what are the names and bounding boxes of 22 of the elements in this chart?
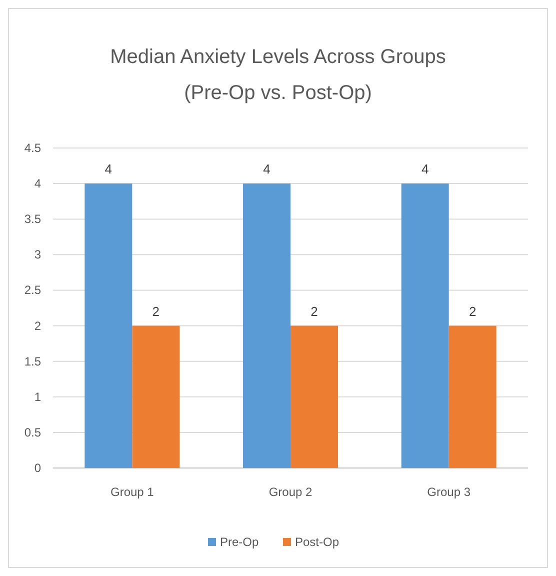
y-tick-label: 4: [34, 176, 42, 191]
data-label: 2: [468, 304, 476, 319]
y-tick-label: 3: [34, 248, 42, 262]
data-label: 4: [421, 162, 429, 177]
x-tick-label: Group 3: [427, 485, 471, 499]
y-tick-label: 2.5: [24, 283, 42, 298]
y-tick-label: 3.5: [24, 212, 42, 226]
y-tick-label: 0: [34, 461, 42, 475]
x-tick-label: Group 1: [110, 485, 154, 499]
y-tick-label: 0.5: [24, 425, 42, 440]
legend-label: Post-Op: [295, 535, 340, 549]
legend-label: Pre-Op: [220, 535, 260, 549]
y-tick-label: 1.5: [24, 354, 42, 368]
data-label: 4: [263, 162, 270, 177]
y-tick-label: 4.5: [24, 141, 42, 155]
data-label: 4: [104, 162, 112, 177]
y-tick-label: 1: [34, 390, 42, 404]
data-label: 2: [152, 304, 160, 319]
chart-title: Median Anxiety Levels Across Groups (Pre-Op vs. Post-Op): [110, 46, 446, 104]
x-tick-label: Group 2: [268, 485, 313, 499]
data-label: 2: [310, 304, 318, 319]
y-tick-label: 2: [34, 318, 42, 333]
